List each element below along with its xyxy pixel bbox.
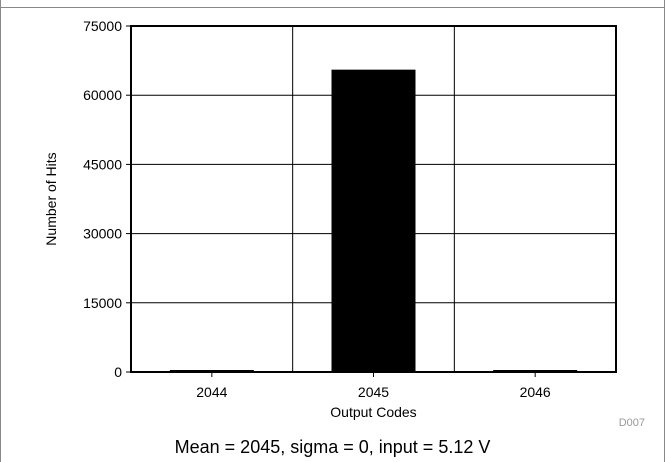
y-tick-label: 45000 — [83, 156, 122, 172]
y-tick-label: 60000 — [83, 87, 122, 103]
figure-id: D007 — [619, 417, 645, 429]
bars — [169, 69, 578, 372]
x-tick-label: 2046 — [520, 384, 551, 400]
figure-caption: Mean = 2045, sigma = 0, input = 5.12 V — [174, 437, 491, 457]
bar-2045 — [331, 69, 416, 372]
x-tick-labels: 2044 2045 2046 — [196, 372, 551, 400]
y-tick-label: 0 — [114, 364, 122, 380]
x-axis-title: Output Codes — [330, 404, 416, 420]
y-tick-label: 30000 — [83, 226, 122, 242]
y-axis-title: Number of Hits — [43, 152, 59, 245]
figure-top-rule — [0, 7, 665, 8]
y-tick-label: 75000 — [83, 18, 122, 34]
y-tick-labels: 0 15000 30000 45000 60000 75000 — [83, 18, 131, 380]
x-tick-label: 2044 — [196, 384, 227, 400]
y-tick-label: 15000 — [83, 295, 122, 311]
x-tick-label: 2045 — [358, 384, 389, 400]
